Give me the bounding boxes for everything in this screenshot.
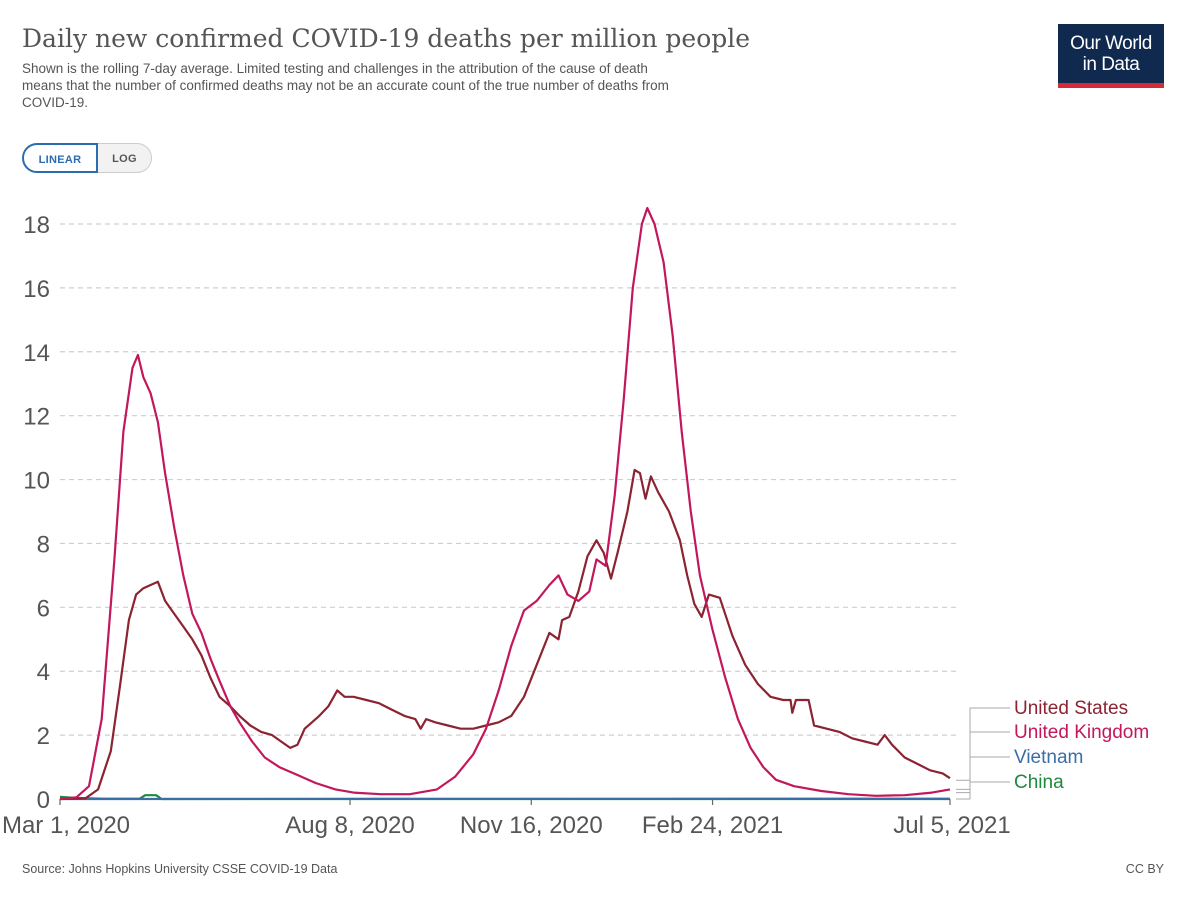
chart-subtitle: Shown is the rolling 7-day average. Limi… [22, 61, 669, 110]
logo-line-1: Our World [1070, 33, 1152, 54]
y-tick-label-10: 10 [23, 468, 50, 495]
legend-label-united-kingdom[interactable]: United Kingdom [1014, 722, 1149, 743]
grid-lines [60, 223, 958, 736]
y-tick-label-18: 18 [23, 212, 50, 239]
legend-connector-united-states [956, 707, 1010, 781]
legend: United States United Kingdom Vietnam China [956, 698, 1149, 800]
chart-title: Daily new confirmed COVID-19 deaths per … [22, 24, 751, 53]
x-tick-label-1: Aug 8, 2020 [285, 812, 414, 839]
y-tick-label-2: 2 [37, 723, 50, 750]
legend-connector-vietnam [956, 756, 1010, 794]
x-axis: Mar 1, 2020 Aug 8, 2020 Nov 16, 2020 Feb 24… [2, 798, 1011, 839]
log-scale-button[interactable]: LOG [98, 143, 152, 173]
y-tick-label-0: 0 [37, 787, 50, 814]
legend-connector-china [956, 781, 1010, 800]
y-tick-label-12: 12 [23, 404, 50, 431]
x-tick-label-4: Jul 5, 2021 [893, 812, 1010, 839]
series-line-united-kingdom[interactable] [59, 206, 951, 801]
y-tick-label-14: 14 [23, 340, 50, 367]
series-lines [59, 206, 951, 801]
logo-accent-bar [1058, 83, 1164, 88]
y-tick-label-16: 16 [23, 276, 50, 303]
logo-line-2: in Data [1082, 54, 1140, 75]
our-world-in-data-logo[interactable]: Our World in Data [1058, 24, 1164, 88]
y-tick-label-4: 4 [37, 659, 50, 686]
x-tick-label-0: Mar 1, 2020 [2, 812, 130, 839]
linear-scale-button[interactable]: LINEAR [22, 143, 98, 173]
y-axis-ticks: 0 2 4 6 8 10 12 14 16 18 [23, 212, 50, 814]
x-tick-label-2: Nov 16, 2020 [460, 812, 603, 839]
legend-label-vietnam[interactable]: Vietnam [1014, 747, 1083, 768]
license-link[interactable]: CC BY [1125, 862, 1164, 876]
legend-label-china[interactable]: China [1014, 772, 1064, 793]
legend-connector-united-kingdom [956, 731, 1010, 790]
source-note[interactable]: Source: Johns Hopkins University CSSE CO… [22, 862, 338, 876]
scale-toggle: LINEAR LOG [22, 143, 152, 175]
x-tick-label-3: Feb 24, 2021 [642, 812, 783, 839]
y-tick-label-6: 6 [37, 595, 50, 622]
y-tick-label-8: 8 [37, 531, 50, 558]
legend-label-united-states[interactable]: United States [1014, 698, 1128, 719]
series-line-united-states[interactable] [59, 468, 951, 801]
